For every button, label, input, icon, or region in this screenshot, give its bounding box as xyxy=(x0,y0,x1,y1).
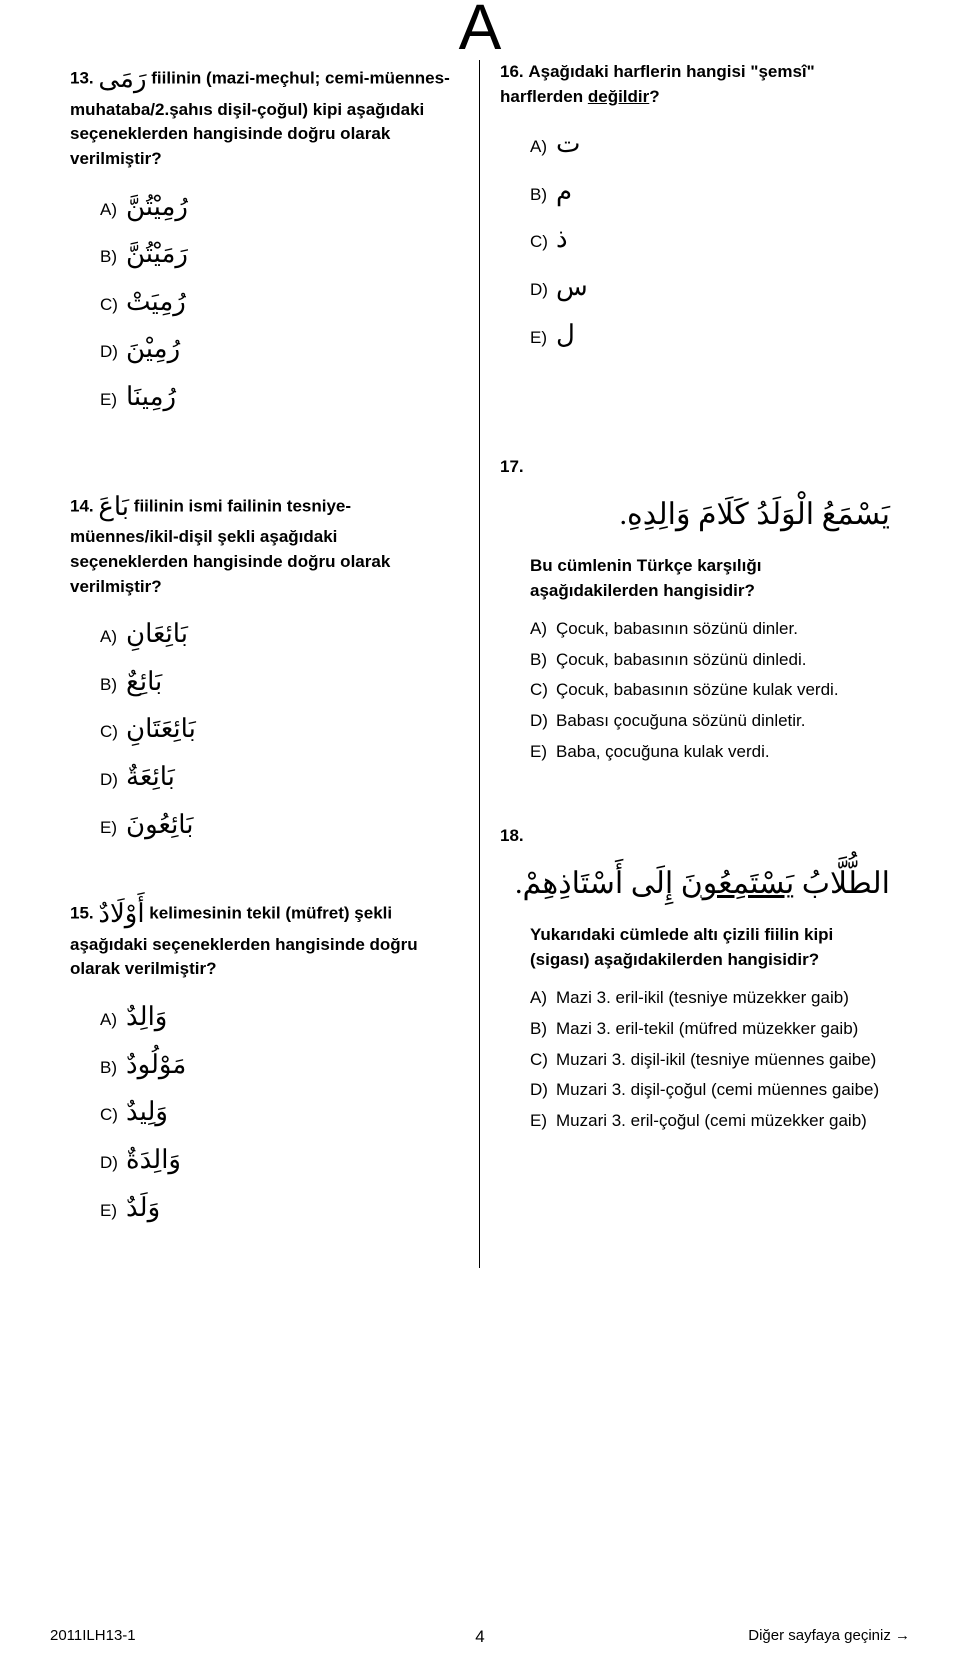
q16-opt-b: B)م xyxy=(530,171,890,213)
q14-arabic-word: بَاعَ xyxy=(98,492,129,521)
q13-options: A)رُمِيْتُنَّ B)رَمَيْتُنَّ C)رُمِيَتْ D… xyxy=(100,186,459,418)
q17-number: 17. xyxy=(500,457,524,476)
q17-options: A)Çocuk, babasının sözünü dinler. B)Çocu… xyxy=(530,617,890,764)
q16-stem: Aşağıdaki harflerin hangisi "şemsî" harf… xyxy=(500,62,815,106)
q16-opt-c: C)ذ xyxy=(530,218,890,260)
q18-opt-b: B)Mazi 3. eril-tekil (müfred müzekker ga… xyxy=(530,1017,890,1042)
q13-arabic-word: رَمَى xyxy=(98,64,146,93)
question-18: 18. الطُّلَّابُ يَسْتَمِعُونَ إِلَى أَسْ… xyxy=(500,824,890,1133)
q14-opt-c: C)بَائِعَتَانِ xyxy=(100,708,459,750)
q14-opt-e: E)بَائِعُونَ xyxy=(100,804,459,846)
q16-number: 16. xyxy=(500,62,524,81)
q15-number: 15. xyxy=(70,903,94,922)
q14-opt-d: D)بَائِعَةٌ xyxy=(100,756,459,798)
q15-opt-d: D)وَالِدَةٌ xyxy=(100,1139,459,1181)
q17-opt-b: B)Çocuk, babasının sözünü dinledi. xyxy=(530,648,890,673)
q13-opt-b: B)رَمَيْتُنَّ xyxy=(100,233,459,275)
q13-opt-e: E)رُمِينَا xyxy=(100,376,459,418)
q16-opt-e: E)ل xyxy=(530,314,890,356)
q15-arabic-word: أَوْلَادٌ xyxy=(98,899,144,928)
q15-opt-e: E)وَلَدٌ xyxy=(100,1187,459,1229)
q16-options: A)ت B)م C)ذ D)س E)ل xyxy=(530,123,890,355)
q14-options: A)بَائِعَانِ B)بَائِعٌ C)بَائِعَتَانِ D)… xyxy=(100,613,459,845)
q18-opt-e: E)Muzari 3. eril-çoğul (cemi müzekker ga… xyxy=(530,1109,890,1134)
question-17: 17. يَسْمَعُ الْوَلَدُ كَلَامَ وَالِدِهِ… xyxy=(500,455,890,764)
header-letter: A xyxy=(459,0,502,64)
q18-options: A)Mazi 3. eril-ikil (tesniye müzekker ga… xyxy=(530,986,890,1133)
q18-opt-c: C)Muzari 3. dişil-ikil (tesniye müennes … xyxy=(530,1048,890,1073)
columns: 13. رَمَى fiilinin (mazi-meçhul; cemi-mü… xyxy=(50,60,910,1268)
q14-number: 14. xyxy=(70,496,94,515)
q18-opt-a: A)Mazi 3. eril-ikil (tesniye müzekker ga… xyxy=(530,986,890,1011)
footer-next-page: Diğer sayfaya geçiniz → xyxy=(748,1627,910,1644)
q15-opt-a: A)وَالِدٌ xyxy=(100,996,459,1038)
q18-arabic-sentence: الطُّلَّابُ يَسْتَمِعُونَ إِلَى أَسْتَاذ… xyxy=(500,857,890,911)
footer-code: 2011ILH13-1 xyxy=(50,1627,136,1644)
question-16: 16. Aşağıdaki harflerin hangisi "şemsî" … xyxy=(500,60,890,355)
q15-options: A)وَالِدٌ B)مَوْلُودٌ C)وَلِيدٌ D)وَالِد… xyxy=(100,996,459,1228)
q16-opt-d: D)س xyxy=(530,266,890,308)
q15-opt-c: C)وَلِيدٌ xyxy=(100,1091,459,1133)
q15-opt-b: B)مَوْلُودٌ xyxy=(100,1044,459,1086)
footer-page-number: 4 xyxy=(475,1627,484,1647)
q13-opt-c: C)رُمِيَتْ xyxy=(100,281,459,323)
page-footer: 2011ILH13-1 4 Diğer sayfaya geçiniz → xyxy=(50,1627,910,1644)
q18-opt-d: D)Muzari 3. dişil-çoğul (cemi müennes ga… xyxy=(530,1078,890,1103)
q18-stem: Yukarıdaki cümlede altı çizili fiilin ki… xyxy=(530,925,833,969)
q14-opt-b: B)بَائِعٌ xyxy=(100,661,459,703)
q17-stem: Bu cümlenin Türkçe karşılığı aşağıdakile… xyxy=(530,556,761,600)
question-15: 15. أَوْلَادٌ kelimesinin tekil (müfret)… xyxy=(70,895,459,1228)
q13-opt-d: D)رُمِيْنَ xyxy=(100,328,459,370)
q13-number: 13. xyxy=(70,68,94,87)
q17-opt-a: A)Çocuk, babasının sözünü dinler. xyxy=(530,617,890,642)
left-column: 13. رَمَى fiilinin (mazi-meçhul; cemi-mü… xyxy=(50,60,480,1268)
question-13: 13. رَمَى fiilinin (mazi-meçhul; cemi-mü… xyxy=(70,60,459,418)
question-14: 14. بَاعَ fiilinin ismi failinin tesniye… xyxy=(70,488,459,846)
q17-opt-c: C)Çocuk, babasının sözüne kulak verdi. xyxy=(530,678,890,703)
q17-opt-e: E)Baba, çocuğuna kulak verdi. xyxy=(530,740,890,765)
exam-page: A 13. رَمَى fiilinin (mazi-meçhul; cemi-… xyxy=(0,0,960,1664)
right-column: 16. Aşağıdaki harflerin hangisi "şemsî" … xyxy=(480,60,910,1268)
q17-opt-d: D)Babası çocuğuna sözünü dinletir. xyxy=(530,709,890,734)
q18-number: 18. xyxy=(500,826,524,845)
q16-opt-a: A)ت xyxy=(530,123,890,165)
q14-opt-a: A)بَائِعَانِ xyxy=(100,613,459,655)
q17-arabic-sentence: يَسْمَعُ الْوَلَدُ كَلَامَ وَالِدِهِ. xyxy=(500,488,890,542)
q13-opt-a: A)رُمِيْتُنَّ xyxy=(100,186,459,228)
